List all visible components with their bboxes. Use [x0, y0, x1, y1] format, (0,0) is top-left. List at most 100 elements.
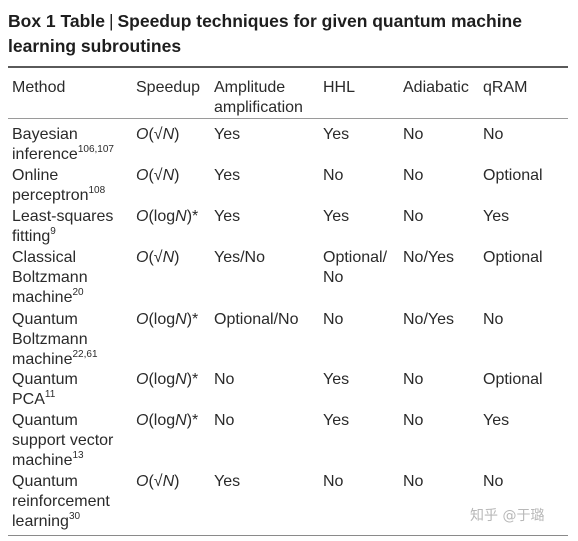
method-cell: Bayesian inference106,107 — [12, 125, 114, 165]
speedup-cell: O(logN)* — [136, 208, 199, 225]
hhl-line: Yes — [323, 412, 350, 429]
big-o: O — [136, 126, 149, 143]
big-o: O — [136, 311, 149, 328]
hhl-line: No — [323, 167, 344, 184]
method-line: learning30 — [12, 510, 110, 532]
method-cell: Least-squares fitting9 — [12, 207, 113, 247]
reference-superscript: 20 — [72, 286, 84, 298]
method-text: Quantum — [12, 311, 78, 328]
speedup-cell: O(logN)* — [136, 371, 199, 388]
header-adiabatic: Adiabatic — [403, 79, 469, 96]
method-line: Least-squares — [12, 207, 113, 227]
reference-superscript: 22,61 — [72, 348, 98, 360]
qram-cell: Yes — [483, 208, 510, 225]
adiabatic-cell: No/Yes — [403, 311, 454, 328]
amplitude-cell: No — [214, 371, 235, 388]
hhl-line: No — [323, 473, 344, 490]
speedup-asterisk: * — [192, 208, 199, 225]
speedup-function: logN — [153, 311, 187, 328]
hhl-cell: No — [323, 166, 343, 186]
method-text: machine — [12, 289, 73, 306]
big-o: O — [136, 473, 149, 490]
method-text: Online — [12, 167, 59, 184]
big-o: O — [136, 167, 149, 184]
table-title: Box 1 Table | Speedup techniques for given… — [8, 9, 568, 59]
adiabatic-cell: No — [403, 126, 424, 143]
speedup-cell: O(√N) — [136, 473, 180, 490]
speedup-function: logN — [153, 412, 187, 429]
method-cell: Quantum Boltzmann machine22,61 — [12, 310, 98, 370]
title-text: Speedup techniques for given quantum mac… — [8, 11, 522, 56]
speedup-function: logN — [153, 371, 187, 388]
header-rule — [8, 118, 568, 119]
method-line: Quantum — [12, 472, 110, 492]
header-amplitude-line2: amplification — [214, 99, 303, 116]
speedup-cell: O(logN)* — [136, 412, 199, 429]
hhl-cell: Yes — [323, 125, 349, 145]
hhl-line: Optional/ — [323, 249, 388, 266]
big-o: O — [136, 412, 149, 429]
method-line: machine13 — [12, 449, 113, 471]
method-line: reinforcement — [12, 492, 110, 512]
method-line: PCA11 — [12, 388, 78, 410]
method-text: reinforcement — [12, 493, 110, 510]
reference-superscript: 30 — [68, 510, 81, 522]
hhl-line: Yes — [323, 371, 350, 388]
hhl-line: Yes — [323, 126, 350, 143]
method-line: Classical — [12, 248, 88, 268]
method-text: Quantum — [12, 412, 78, 429]
header-amplitude: Amplitude amplification — [214, 78, 303, 118]
method-cell: Quantum reinforcement learning30 — [12, 472, 110, 532]
amplitude-cell: No — [214, 412, 235, 429]
adiabatic-cell: No — [403, 371, 424, 388]
qram-cell: Optional — [483, 371, 543, 388]
method-cell: Quantum support vector machine13 — [12, 411, 113, 471]
method-text: machine — [12, 452, 73, 469]
amplitude-cell: Optional/No — [214, 311, 299, 328]
header-amplitude-line1: Amplitude — [214, 79, 286, 96]
header-speedup: Speedup — [136, 79, 201, 96]
adiabatic-cell: No — [403, 208, 424, 225]
method-text: PCA — [12, 391, 45, 408]
method-line: Quantum — [12, 370, 78, 390]
reference-superscript: 13 — [72, 449, 84, 461]
speedup-function: √N — [153, 473, 175, 490]
speedup-cell: O(logN)* — [136, 311, 199, 328]
speedup-function: √N — [153, 126, 175, 143]
method-line: inference106,107 — [12, 144, 114, 165]
qram-cell: No — [483, 473, 504, 490]
method-text: Boltzmann — [12, 331, 88, 348]
qram-cell: Optional — [483, 249, 543, 266]
hhl-line: No — [323, 269, 344, 286]
method-text: machine — [12, 351, 73, 368]
hhl-line: Yes — [323, 208, 350, 225]
amplitude-cell: Yes/No — [214, 249, 265, 266]
method-text: Quantum — [12, 371, 78, 388]
big-o: O — [136, 249, 149, 266]
hhl-cell: Yes — [323, 411, 349, 431]
method-line: perceptron108 — [12, 185, 105, 206]
speedup-function: logN — [153, 208, 187, 225]
method-line: Quantum — [12, 310, 98, 330]
method-text: Least-squares — [12, 208, 114, 225]
method-line: support vector — [12, 431, 113, 451]
qram-cell: No — [483, 311, 504, 328]
qram-cell: Yes — [483, 412, 510, 429]
method-text: Quantum — [12, 473, 78, 490]
reference-superscript: 11 — [44, 388, 56, 400]
amplitude-cell: Yes — [214, 208, 241, 225]
method-line: fitting9 — [12, 226, 113, 247]
adiabatic-cell: No — [403, 412, 424, 429]
top-rule — [8, 66, 568, 68]
method-text: Bayesian — [12, 126, 78, 143]
method-cell: Online perceptron108 — [12, 166, 105, 206]
method-line: machine20 — [12, 286, 88, 308]
big-o: O — [136, 208, 149, 225]
speedup-cell: O(√N) — [136, 126, 180, 143]
header-qram: qRAM — [483, 79, 528, 96]
speedup-function: √N — [153, 249, 175, 266]
speedup-asterisk: * — [192, 371, 199, 388]
amplitude-cell: Yes — [214, 473, 241, 490]
method-text: Classical — [12, 249, 77, 266]
method-line: Online — [12, 166, 105, 186]
